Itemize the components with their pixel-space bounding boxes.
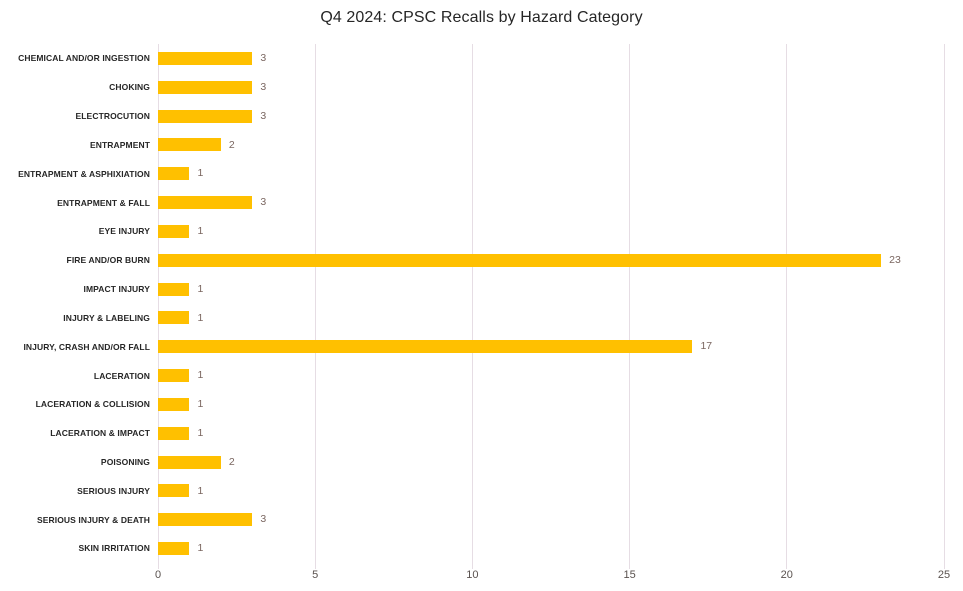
bar <box>158 455 221 469</box>
bar-row: 17 <box>158 332 944 361</box>
bar-row: 1 <box>158 303 944 332</box>
x-tick-label: 25 <box>937 569 951 581</box>
category-label: EYE INJURY <box>98 226 150 237</box>
bar-row: 3 <box>158 102 944 131</box>
bar-row: 1 <box>158 419 944 448</box>
gridline <box>629 44 631 569</box>
x-tick-label: 15 <box>623 569 636 581</box>
category-label: SERIOUS INJURY <box>77 485 150 496</box>
value-label: 1 <box>197 311 204 324</box>
category-label: LACERATION & IMPACT <box>50 428 150 439</box>
bar-row: 3 <box>158 505 944 534</box>
bar <box>158 51 253 65</box>
bar-row: 1 <box>158 361 944 390</box>
value-label: 1 <box>197 542 204 555</box>
category-label: SKIN IRRITATION <box>78 543 150 554</box>
bar <box>158 426 190 440</box>
gridline <box>314 44 316 569</box>
gridline <box>471 44 473 569</box>
gridline <box>943 44 945 569</box>
category-label: SERIOUS INJURY & DEATH <box>36 514 150 525</box>
bar <box>158 484 190 498</box>
value-label: 3 <box>260 196 267 209</box>
value-label: 23 <box>889 253 901 266</box>
bar-row: 1 <box>158 390 944 419</box>
value-label: 3 <box>260 109 267 122</box>
bar-row: 2 <box>158 448 944 477</box>
category-label: FIRE AND/OR BURN <box>66 255 150 266</box>
bar <box>158 340 693 354</box>
category-label: ENTRAPMENT & FALL <box>57 197 150 208</box>
bar <box>158 80 253 94</box>
value-label: 1 <box>197 369 204 382</box>
category-label: ELECTROCUTION <box>75 111 150 122</box>
x-tick-label: 0 <box>154 569 162 581</box>
bar <box>158 224 190 238</box>
value-label: 2 <box>228 138 235 151</box>
value-label: 3 <box>260 513 267 526</box>
bar-row: 1 <box>158 217 944 246</box>
y-axis-category-labels: CHEMICAL AND/OR INGESTION CHOKING ELECTROC… <box>0 44 150 563</box>
bar-rows: 3 3 3 2 1 3 1 23 1 1 17 1 1 1 2 1 3 1 <box>158 44 944 563</box>
value-label: 1 <box>197 426 204 439</box>
value-label: 1 <box>197 484 204 497</box>
bar <box>158 311 190 325</box>
plot-area: 3 3 3 2 1 3 1 23 1 1 17 1 1 1 2 1 3 1 <box>157 44 945 569</box>
value-label: 17 <box>700 340 713 353</box>
chart-title: Q4 2024: CPSC Recalls by Hazard Category <box>320 9 643 26</box>
category-label: INJURY, CRASH AND/OR FALL <box>23 341 150 352</box>
bar-row: 1 <box>158 476 944 505</box>
x-tick-label: 10 <box>466 569 479 581</box>
bar <box>158 541 190 555</box>
bar <box>158 369 190 383</box>
value-label: 3 <box>260 80 267 93</box>
gridline <box>157 44 159 569</box>
category-label: CHEMICAL AND/OR INGESTION <box>18 53 150 64</box>
bar <box>158 282 190 296</box>
value-label: 1 <box>197 167 204 180</box>
category-label: POISONING <box>100 457 150 467</box>
value-label: 1 <box>197 225 204 238</box>
category-label: LACERATION <box>93 370 150 381</box>
bar-row: 2 <box>158 130 944 159</box>
bar-row: 3 <box>158 188 944 217</box>
category-label: IMPACT INJURY <box>83 284 150 295</box>
value-label: 1 <box>197 398 204 411</box>
gridline <box>786 44 788 569</box>
value-label: 1 <box>197 282 204 295</box>
category-label: LACERATION & COLLISION <box>35 399 150 410</box>
bar <box>158 397 190 411</box>
bar <box>158 109 253 123</box>
bar <box>158 196 253 210</box>
bar-row: 1 <box>158 275 944 304</box>
category-label: ENTRAPMENT & ASPHIXIATION <box>18 168 150 179</box>
bar <box>158 138 221 152</box>
category-label: CHOKING <box>109 82 150 93</box>
x-axis: 0 5 10 15 20 25 <box>154 567 950 587</box>
bar-row: 23 <box>158 246 944 275</box>
category-label: ENTRAPMENT <box>89 139 150 150</box>
bar-row: 1 <box>158 534 944 563</box>
category-label: INJURY & LABELING <box>63 312 150 323</box>
x-tick-label: 20 <box>780 569 793 581</box>
bar <box>158 253 882 267</box>
bar <box>158 513 253 527</box>
value-label: 2 <box>228 455 235 468</box>
bar-row: 3 <box>158 73 944 102</box>
bar <box>158 167 190 181</box>
x-tick-label: 5 <box>312 569 319 581</box>
bar-row: 3 <box>158 44 944 73</box>
value-label: 3 <box>260 52 267 65</box>
bar-row: 1 <box>158 159 944 188</box>
